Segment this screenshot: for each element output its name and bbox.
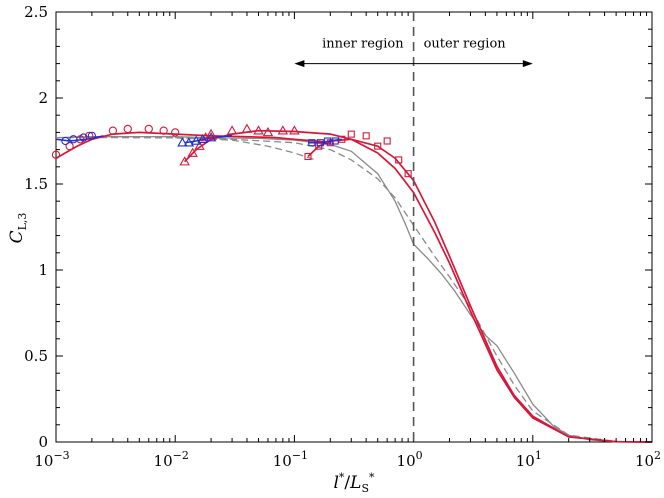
red-triangles-marker <box>187 147 198 157</box>
series-red-fit-1 <box>55 131 331 159</box>
blue-triangles-marker <box>205 132 217 142</box>
red-circles-marker <box>108 126 118 135</box>
blue-squares-marker <box>331 137 339 145</box>
blue-triangles-marker <box>177 137 188 147</box>
red-triangles-marker <box>179 156 190 166</box>
blue-circles-marker <box>69 135 78 144</box>
blue-squares-marker <box>316 139 324 147</box>
blue-triangles-marker <box>197 133 208 144</box>
y-axis-title: CL,3 <box>7 213 29 244</box>
red-squares-marker <box>383 137 391 145</box>
blue-circles-marker <box>87 131 97 140</box>
red-squares-marker <box>374 142 382 150</box>
tick-layer: 10−3 10−2 10−1 100 101 102 0 0.5 1 1.5 2 2.5 <box>24 3 661 470</box>
red-triangles-marker <box>253 125 264 135</box>
red-squares-marker <box>347 130 355 138</box>
red-triangles-marker <box>241 123 253 133</box>
blue-triangles-marker <box>183 137 195 147</box>
red-triangles-marker <box>277 125 289 135</box>
y-tick-label: 0 <box>38 433 48 451</box>
x-tick-label: 10−3 <box>34 449 69 470</box>
series-gray-dashed-1 <box>56 136 316 161</box>
red-circles-marker <box>159 126 168 135</box>
outer-region-label: outer region <box>424 37 507 52</box>
x-axis-title: l*/LS* <box>333 471 375 495</box>
blue-squares-marker <box>324 137 332 145</box>
x-tick-label: 100 <box>397 449 423 470</box>
red-circles-marker <box>171 128 180 137</box>
plot-area <box>55 11 653 443</box>
red-squares-marker <box>338 135 346 143</box>
red-triangles-marker <box>226 125 238 135</box>
red-triangles-marker <box>262 126 274 137</box>
y-tick-label: 1.5 <box>24 175 48 193</box>
marker-layer <box>51 123 412 178</box>
red-triangles-marker <box>205 128 217 138</box>
red-triangles-marker <box>289 125 300 135</box>
series-outer-asymptote-solid <box>55 136 498 347</box>
red-squares-marker <box>362 132 370 140</box>
red-circles-marker <box>85 131 94 140</box>
y-tick-label: 1 <box>38 261 48 279</box>
x-tick-label: 101 <box>516 449 542 470</box>
y-tick-label: 2.5 <box>24 3 48 21</box>
red-squares-marker <box>404 170 412 178</box>
red-squares-marker <box>304 152 312 161</box>
y-tick-label: 0.5 <box>24 347 48 365</box>
x-tick-label: 10−1 <box>273 449 308 470</box>
red-circles-marker <box>51 150 61 159</box>
red-triangles-marker <box>194 140 205 150</box>
annotation-layer: inner region outer region <box>294 12 533 442</box>
red-circles-marker <box>123 124 132 134</box>
y-tick-label: 2 <box>38 89 48 107</box>
arrow-head-right <box>522 60 533 68</box>
x-tick-label: 102 <box>635 449 661 470</box>
arrow-head-left <box>294 60 305 68</box>
red-squares-marker <box>395 156 403 164</box>
red-circles-marker <box>65 142 74 151</box>
inner-region-label: inner region <box>322 37 404 52</box>
blue-squares-marker <box>308 139 316 147</box>
blue-circles-marker <box>61 136 70 146</box>
red-circles-marker <box>144 124 153 134</box>
blue-circles-marker <box>79 133 88 142</box>
x-tick-label: 10−2 <box>154 449 189 470</box>
blue-triangles-marker <box>190 135 202 145</box>
